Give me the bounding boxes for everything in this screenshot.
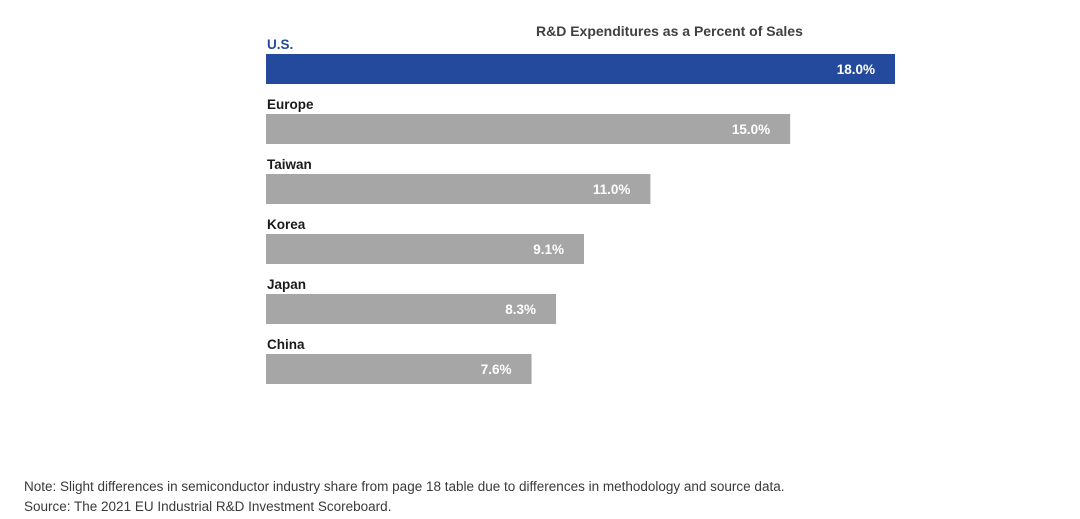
footnote-note: Note: Slight differences in semiconducto… (24, 479, 785, 494)
category-label: China (267, 337, 305, 352)
category-label: Europe (267, 97, 314, 112)
category-label: Japan (267, 277, 306, 292)
value-label: 7.6% (481, 362, 512, 377)
footnote-source: Source: The 2021 EU Industrial R&D Inves… (24, 499, 392, 514)
chart-title: R&D Expenditures as a Percent of Sales (536, 23, 803, 39)
value-label: 9.1% (533, 242, 564, 257)
value-label: 11.0% (593, 182, 631, 197)
bar (266, 234, 584, 264)
bar (266, 174, 651, 204)
value-label: 8.3% (505, 302, 536, 317)
bar (266, 114, 791, 144)
bar-chart: U.S. 18.0% Europe 15.0% Taiwan 11.0% Korea 9.1%… (266, 37, 895, 384)
category-label: Korea (267, 217, 306, 232)
value-label: 18.0% (837, 62, 875, 77)
bar (266, 294, 557, 324)
bar (266, 54, 895, 84)
category-label: U.S. (267, 37, 293, 52)
value-label: 15.0% (732, 122, 770, 137)
bar (266, 354, 532, 384)
category-label: Taiwan (267, 157, 312, 172)
